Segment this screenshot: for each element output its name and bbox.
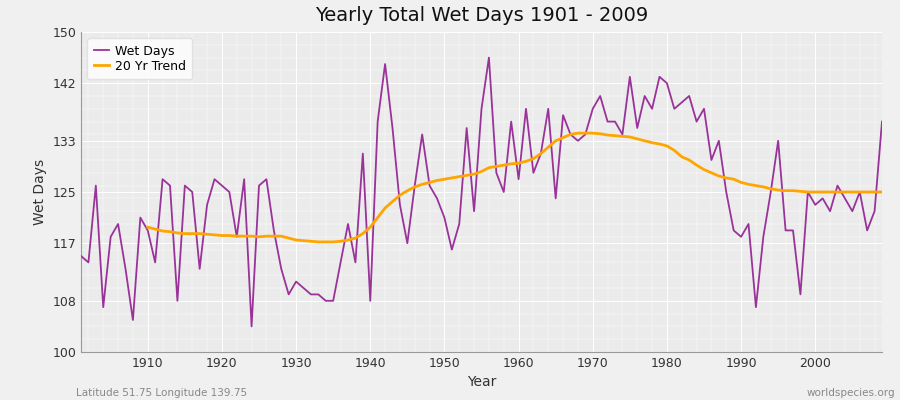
Text: Latitude 51.75 Longitude 139.75: Latitude 51.75 Longitude 139.75 <box>76 388 248 398</box>
Title: Yearly Total Wet Days 1901 - 2009: Yearly Total Wet Days 1901 - 2009 <box>315 6 648 25</box>
20 Yr Trend <box>877 190 887 194</box>
Wet Days <box>305 292 316 297</box>
20 Yr Trend <box>572 131 583 136</box>
Wet Days <box>877 119 887 124</box>
20 Yr Trend <box>528 156 539 161</box>
Wet Days <box>528 170 539 175</box>
20 Yr Trend <box>320 240 331 244</box>
Y-axis label: Wet Days: Wet Days <box>32 159 47 225</box>
Line: Wet Days: Wet Days <box>81 58 882 326</box>
Wet Days <box>350 260 361 265</box>
20 Yr Trend <box>832 190 843 194</box>
Wet Days <box>520 106 531 111</box>
Wet Days <box>135 215 146 220</box>
20 Yr Trend <box>313 240 324 244</box>
20 Yr Trend <box>142 225 153 230</box>
Text: worldspecies.org: worldspecies.org <box>807 388 896 398</box>
Wet Days <box>76 254 86 258</box>
Wet Days <box>483 55 494 60</box>
Line: 20 Yr Trend: 20 Yr Trend <box>148 133 882 242</box>
Wet Days <box>617 132 628 137</box>
Legend: Wet Days, 20 Yr Trend: Wet Days, 20 Yr Trend <box>87 38 192 79</box>
20 Yr Trend <box>595 131 606 136</box>
Wet Days <box>247 324 257 329</box>
X-axis label: Year: Year <box>467 376 496 390</box>
20 Yr Trend <box>854 190 865 194</box>
20 Yr Trend <box>284 236 294 240</box>
